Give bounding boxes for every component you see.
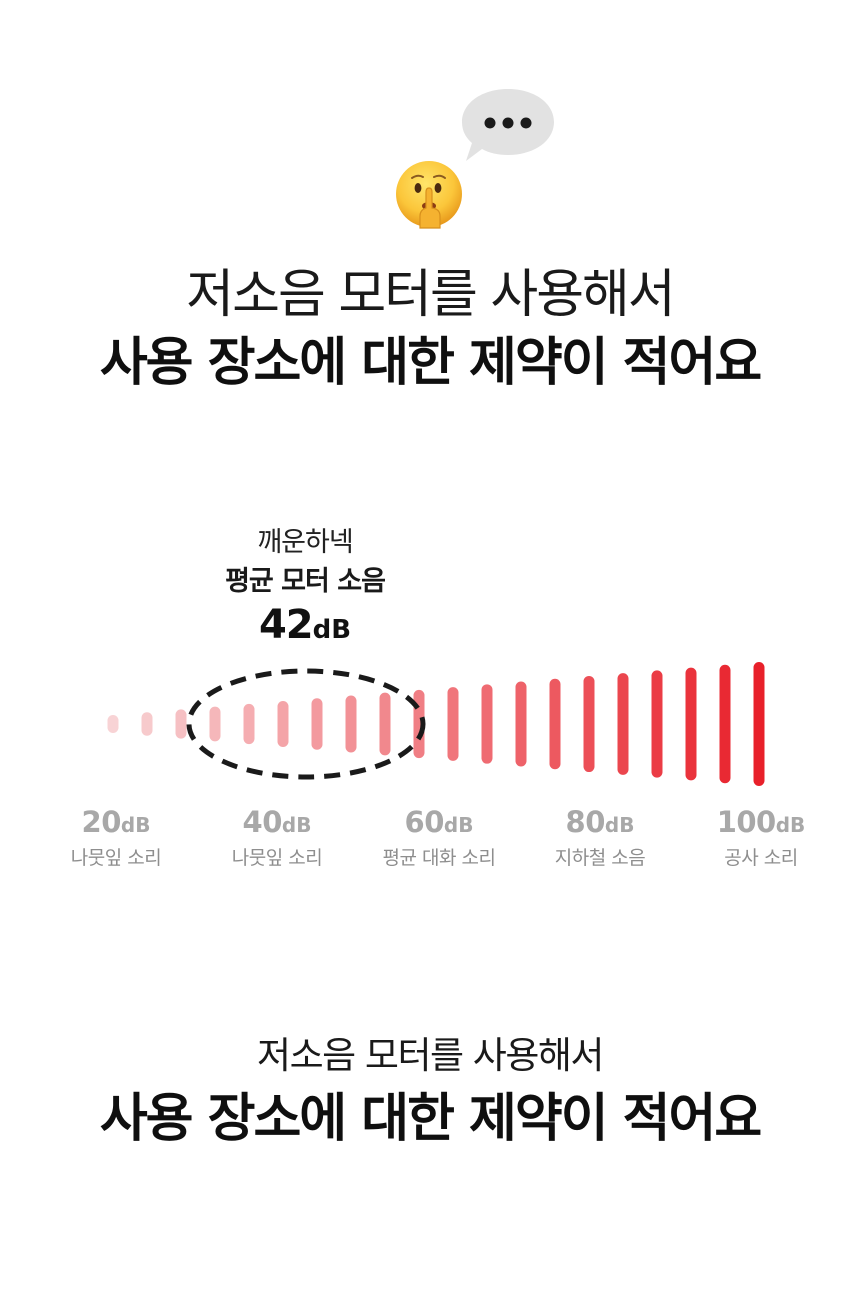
decibel-bar: [685, 667, 697, 781]
scale-item-60: 60dB 평균 대화 소리: [364, 805, 514, 870]
decibel-bar: [515, 681, 527, 767]
headline-bottom-line2: 사용 장소에 대한 제약이 적어요: [99, 1089, 762, 1149]
scale-label: 공사 소리: [724, 847, 798, 869]
decibel-bar: [549, 678, 561, 770]
decibel-bar: [311, 698, 323, 750]
dot-icon: [520, 117, 532, 129]
scale-item-100: 100dB 공사 소리: [686, 805, 836, 870]
scale-db: 100dB: [716, 805, 806, 839]
decibel-bar: [107, 715, 119, 733]
dot-icon: [484, 117, 496, 129]
callout-value-unit: dB: [312, 615, 352, 645]
scale-label: 나뭇잎 소리: [231, 847, 323, 869]
scale-label: 나뭇잎 소리: [70, 847, 162, 869]
decibel-bar: [753, 662, 765, 786]
decibel-bar: [209, 706, 221, 742]
decibel-bar: [379, 692, 391, 756]
scale-db: 40dB: [242, 805, 312, 839]
dot-icon: [502, 117, 514, 129]
decibel-bar: [277, 701, 289, 747]
headline-top-line1: 저소음 모터를 사용해서: [186, 265, 675, 325]
callout-title: 평균 모터 소음: [225, 566, 386, 597]
callout-value-number: 42: [258, 602, 314, 648]
decibel-bar: [447, 687, 459, 761]
scale-item-40: 40dB 나뭇잎 소리: [202, 805, 352, 870]
scale-db: 80dB: [565, 805, 635, 839]
callout-value: 42dB: [200, 602, 410, 648]
highlight-ellipse: [186, 668, 426, 780]
scale-db: 20dB: [81, 805, 151, 839]
decibel-bar: [583, 675, 595, 773]
decibel-bar: [651, 670, 663, 778]
scale-item-80: 80dB 지하철 소음: [525, 805, 675, 870]
speech-bubble-icon: [462, 89, 554, 161]
decibel-bar: [345, 695, 357, 753]
scale-label: 지하철 소음: [554, 847, 646, 869]
decibel-bar: [719, 664, 731, 784]
decibel-bar: [243, 703, 255, 745]
shushing-face-emoji: [396, 161, 462, 229]
bar-group: [107, 662, 765, 786]
scale-db: 60dB: [404, 805, 474, 839]
decibel-bar: [481, 684, 493, 764]
decibel-bar: [617, 673, 629, 775]
scale-label: 평균 대화 소리: [382, 847, 496, 869]
decibel-bar: [175, 709, 187, 739]
headline-top-line2: 사용 장소에 대한 제약이 적어요: [99, 333, 762, 393]
decibel-bars: [107, 662, 765, 786]
scale-item-20: 20dB 나뭇잎 소리: [41, 805, 191, 870]
headline-bottom-line1: 저소음 모터를 사용해서: [257, 1034, 604, 1077]
callout-brand: 깨운하넥: [257, 527, 353, 558]
decibel-bar: [141, 712, 153, 736]
